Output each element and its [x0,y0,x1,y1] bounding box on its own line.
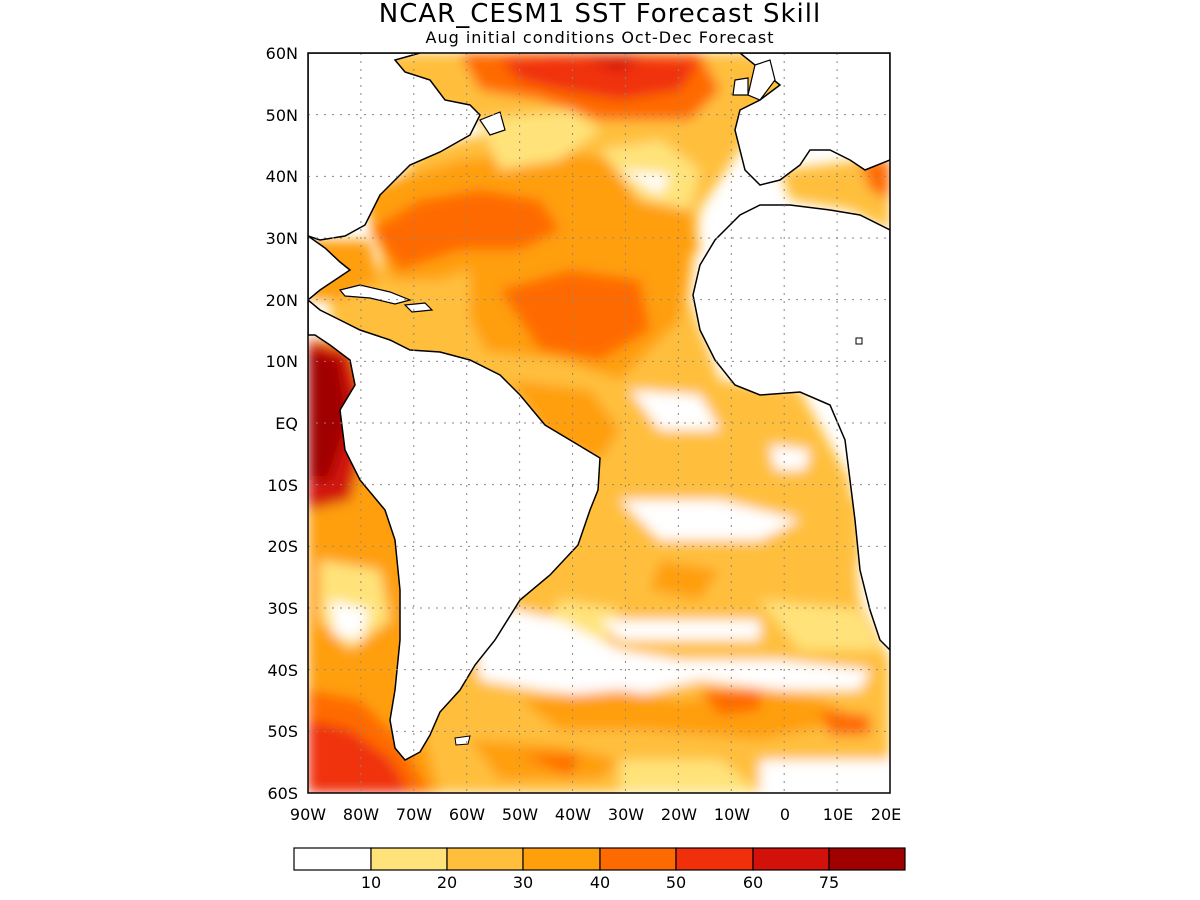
colorbar-label: 30 [513,873,533,892]
map-subtitle: Aug initial conditions Oct-Dec Forecast [425,28,775,47]
colorbar-label: 20 [437,873,457,892]
lon-label: 80W [343,805,379,824]
map-border [307,52,891,794]
lon-label: 0 [780,805,790,824]
colorbar-swatch [446,847,524,871]
lat-label: 50N [266,106,298,125]
colorbar-swatch [752,847,830,871]
lon-label: 50W [502,805,538,824]
lon-label: 60W [449,805,485,824]
colorbar-swatch [522,847,601,871]
land-europe [734,53,890,186]
lat-label: 30N [266,229,298,248]
lat-label: 40N [266,167,298,186]
lon-label: 10E [823,805,853,824]
land-africa [692,204,890,652]
lat-label: EQ [275,414,298,433]
map-title: NCAR_CESM1 SST Forecast Skill [378,0,822,29]
colorbar-label: 50 [666,873,686,892]
lat-label: 10S [267,476,298,495]
lat-label: 20N [266,291,298,310]
lat-label: 30S [267,599,298,618]
colorbar-swatch [675,847,754,871]
lat-label: 40S [267,661,298,680]
land-north-america [308,53,481,241]
colorbar-swatch [599,847,677,871]
colorbar-label: 75 [819,873,839,892]
lat-label: 60S [267,784,298,803]
latitude-labels: 60N 50N 40N 30N 20N 10N EQ 10S 20S 30S 4… [266,44,298,803]
lat-label: 10N [266,352,298,371]
lat-label: 60N [266,44,298,63]
lat-label: 50S [267,722,298,741]
lon-label: 70W [396,805,432,824]
colorbar-swatch [828,847,906,871]
lon-label: 10W [714,805,750,824]
colorbar-label: 60 [743,873,763,892]
colorbar-label: 40 [590,873,610,892]
lon-label: 20W [661,805,697,824]
grid-lines [308,53,890,793]
colorbar-swatch [293,847,372,871]
lon-label: 20E [871,805,901,824]
colorbar-label: 10 [361,873,381,892]
lat-label: 20S [267,537,298,556]
colorbar-swatch [370,847,448,871]
land-masses [308,53,890,761]
lon-label: 90W [290,805,326,824]
longitude-labels: 90W 80W 70W 60W 50W 40W 30W 20W 10W 0 10… [290,805,901,824]
lon-label: 30W [608,805,644,824]
land-south-america [308,299,601,761]
lon-label: 40W [555,805,591,824]
color-legend: 10 20 30 40 50 60 75 [293,847,906,892]
